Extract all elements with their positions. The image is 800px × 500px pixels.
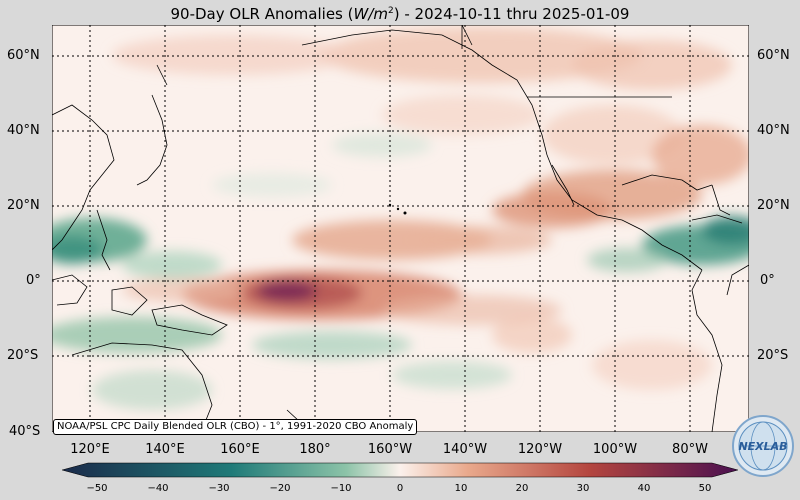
lat-label-20n: 20°N [7,198,40,213]
cb-tick-20: 20 [515,483,529,494]
map-title: 90-Day OLR Anomalies (W/m2) - 2024-10-11… [170,5,630,23]
olr-anomaly-map [52,25,749,432]
cb-tick-30: 30 [576,483,590,494]
cb-tick-m30: −30 [208,483,230,494]
cb-tick-0: 0 [396,483,404,494]
lon-label-120w: 120°W [517,442,563,457]
lon-label-180: 180° [299,442,331,457]
lon-label-140e: 140°E [145,442,185,457]
cb-tick-m40: −40 [147,483,169,494]
lat-label-20s-right: 20°S [757,348,789,363]
lat-label-40n-right: 40°N [757,123,790,138]
cb-tick-10: 10 [454,483,468,494]
graticule [52,25,749,432]
lat-label-60n-right: 60°N [757,48,790,63]
data-credit: NOAA/PSL CPC Daily Blended OLR (CBO) - 1… [53,419,418,435]
lon-label-100w: 100°W [592,442,638,457]
cb-tick-50: 50 [698,483,712,494]
colorbar [62,462,738,478]
lat-label-60n: 60°N [7,48,40,63]
svg-text:NEXLAB: NEXLAB [738,440,787,453]
lon-label-160e: 160°E [220,442,260,457]
cb-tick-m10: −10 [330,483,352,494]
cb-tick-m20: −20 [269,483,291,494]
cb-tick-m50: −50 [86,483,108,494]
nexlab-globe-logo: NEXLAB [732,415,794,477]
lat-label-40n: 40°N [7,123,40,138]
lon-label-120e: 120°E [70,442,110,457]
anomaly-field [52,27,749,410]
lat-label-20n-right: 20°N [757,198,790,213]
lon-label-80w: 80°W [672,442,708,457]
lat-label-eq-right: 0° [760,273,775,288]
cb-tick-40: 40 [637,483,651,494]
lat-label-40s: 40°S [9,424,41,439]
lon-label-140w: 140°W [442,442,488,457]
lat-label-20s: 20°S [7,348,39,363]
lat-label-eq: 0° [26,273,41,288]
lon-label-160w: 160°W [367,442,413,457]
